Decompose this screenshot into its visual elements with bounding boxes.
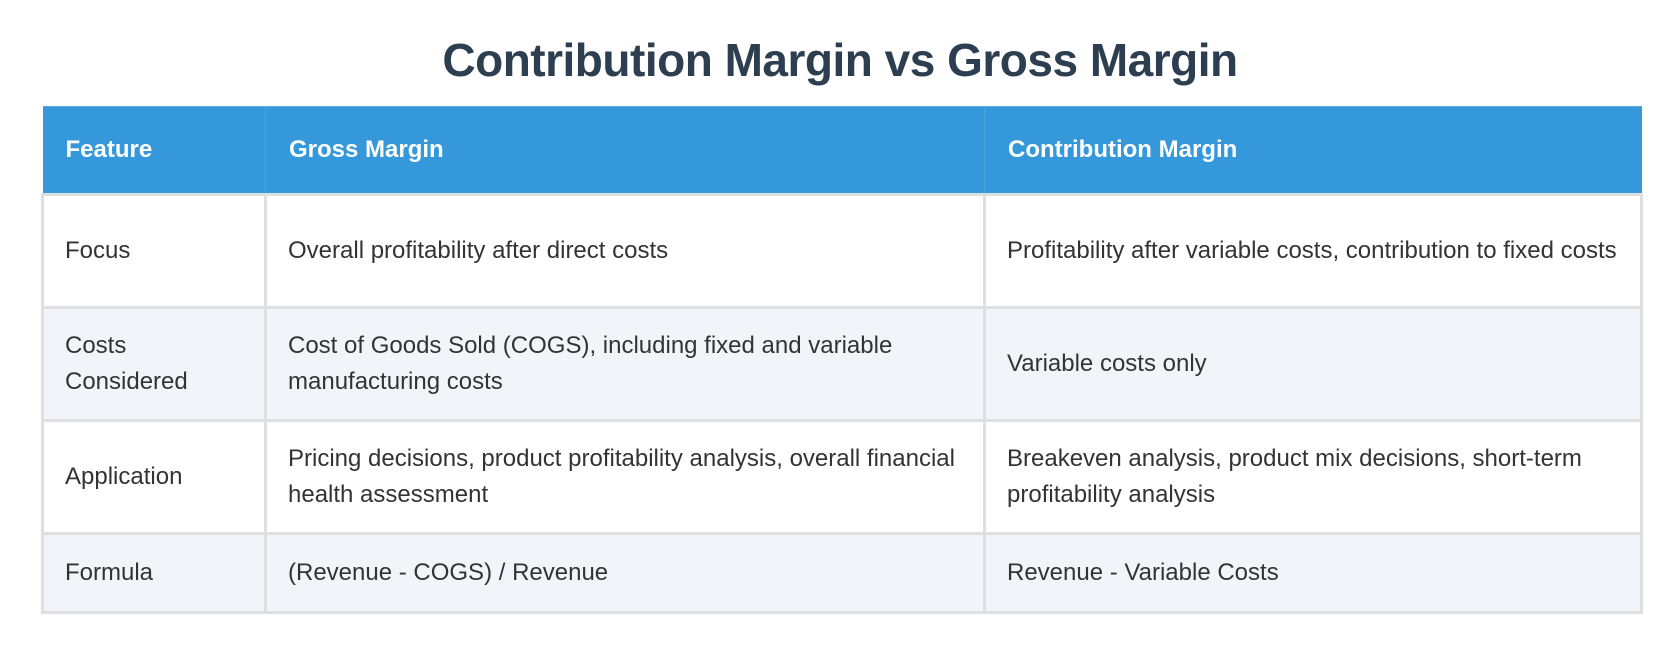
gross-margin-cell: (Revenue - COGS) / Revenue — [264, 532, 986, 614]
table-row-application: Application Pricing decisions, product p… — [41, 419, 1643, 535]
column-header-gross-margin: Gross Margin — [265, 106, 985, 196]
table-body: Focus Overall profitability after direct… — [41, 193, 1643, 614]
contribution-margin-cell: Revenue - Variable Costs — [983, 532, 1643, 614]
gross-margin-cell: Cost of Goods Sold (COGS), including fix… — [264, 306, 986, 422]
contribution-margin-cell: Profitability after variable costs, cont… — [983, 193, 1643, 309]
feature-cell: Formula — [41, 532, 267, 614]
feature-cell: Focus — [41, 193, 267, 309]
feature-cell: Application — [41, 419, 267, 535]
column-header-contribution-margin: Contribution Margin — [984, 106, 1642, 196]
table-header: Feature Gross Margin Contribution Margin — [42, 106, 1642, 196]
page-title: Contribution Margin vs Gross Margin — [442, 34, 1238, 86]
contribution-margin-cell: Breakeven analysis, product mix decision… — [983, 419, 1643, 535]
table-row-focus: Focus Overall profitability after direct… — [41, 193, 1643, 309]
table-row-costs-considered: Costs Considered Cost of Goods Sold (COG… — [41, 306, 1643, 422]
table-row-formula: Formula (Revenue - COGS) / Revenue Reven… — [41, 532, 1643, 614]
header-row: Feature Gross Margin Contribution Margin — [42, 106, 1642, 196]
comparison-table: Feature Gross Margin Contribution Margin… — [41, 106, 1643, 614]
feature-cell: Costs Considered — [41, 306, 267, 422]
gross-margin-cell: Pricing decisions, product profitability… — [264, 419, 986, 535]
contribution-margin-cell: Variable costs only — [983, 306, 1643, 422]
gross-margin-cell: Overall profitability after direct costs — [264, 193, 986, 309]
column-header-feature: Feature — [42, 106, 266, 196]
